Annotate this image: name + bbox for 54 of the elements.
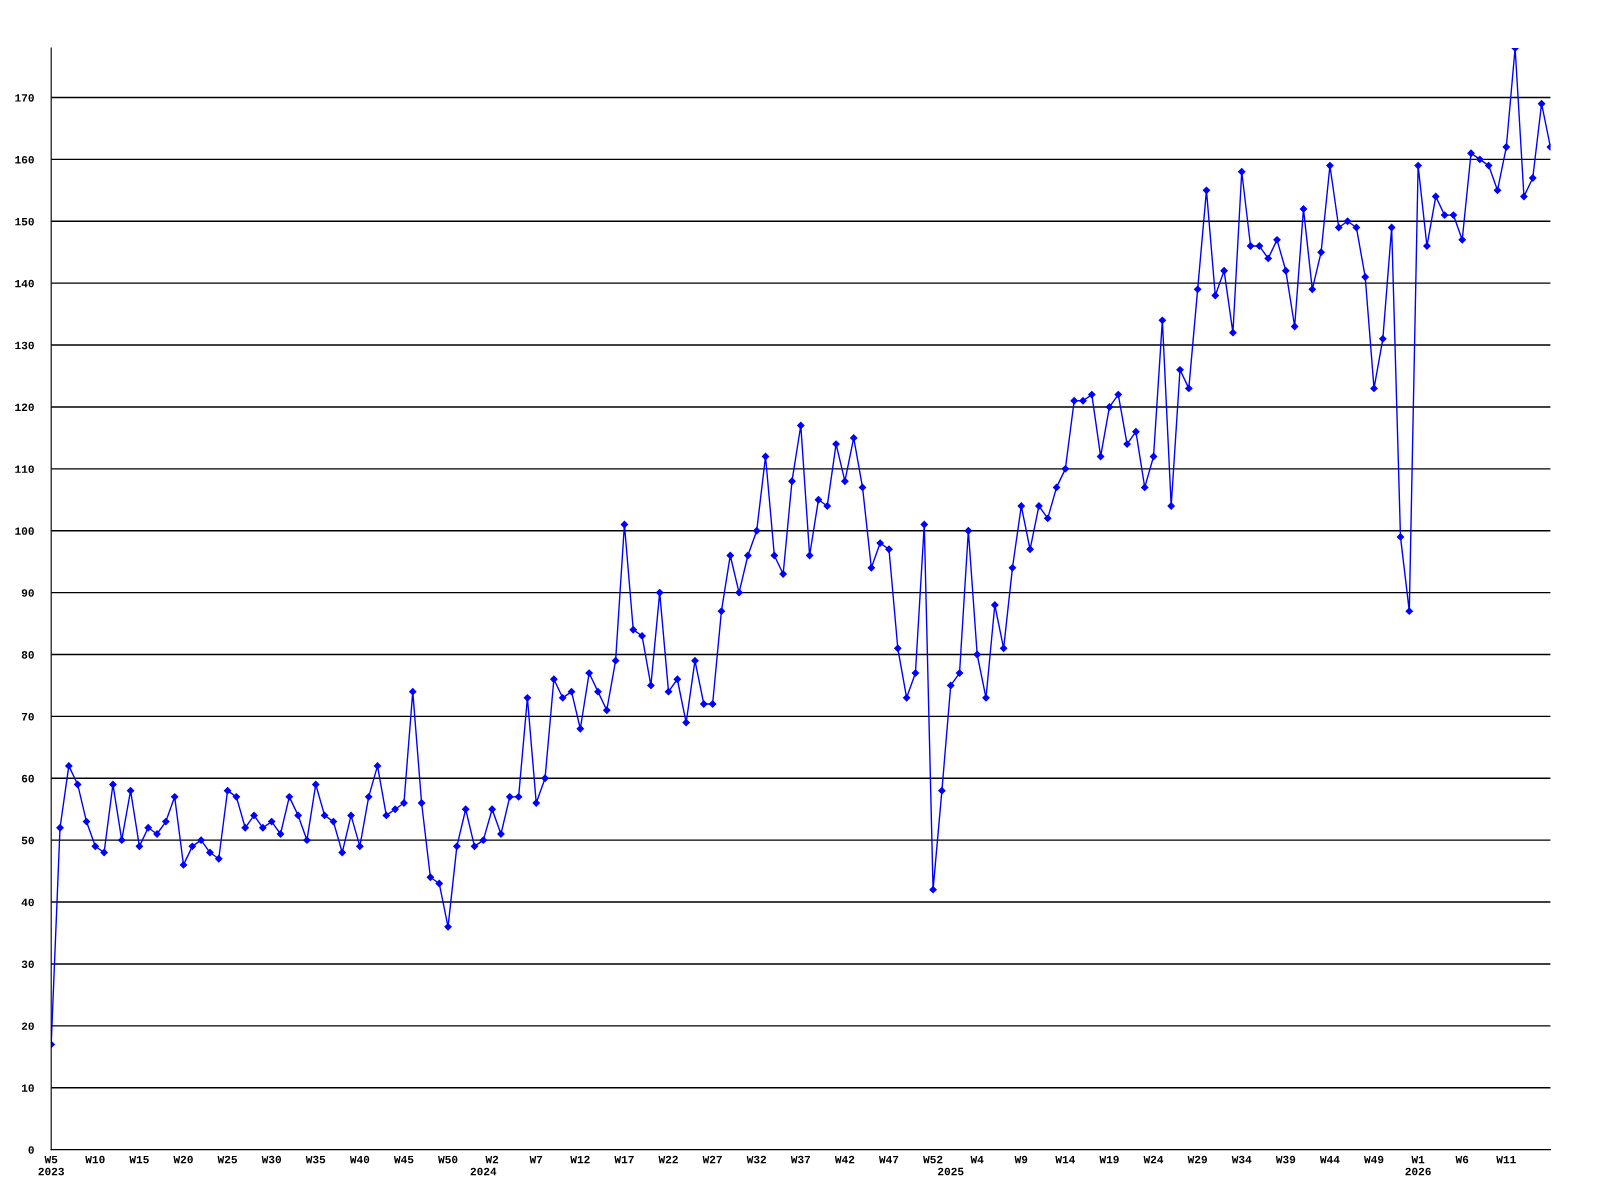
- x-tick-label: W2: [485, 1155, 499, 1164]
- x-tick-label: W47: [878, 1155, 899, 1164]
- x-tick-label: W17: [614, 1155, 634, 1164]
- x-tick-label: W30: [261, 1155, 282, 1164]
- x-tick-label: 2025: [938, 1167, 964, 1176]
- x-tick-label: W11: [1496, 1155, 1516, 1164]
- y-tick-label: 70: [21, 712, 34, 721]
- x-tick-label: W45: [393, 1155, 414, 1164]
- y-tick-label: 100: [15, 527, 34, 535]
- x-tick-label: W7: [529, 1155, 543, 1164]
- y-tick-label: 140: [15, 279, 34, 288]
- y-tick-label: 0: [28, 1146, 34, 1154]
- x-tick-label: W27: [702, 1155, 722, 1164]
- x-tick-label: W42: [834, 1155, 855, 1164]
- y-tick-label: 110: [15, 465, 34, 473]
- x-tick-label: W52: [923, 1155, 943, 1164]
- y-tick-label: 170: [15, 94, 34, 102]
- y-tick-label: 40: [21, 898, 34, 907]
- y-tick-label: 120: [15, 403, 34, 412]
- x-tick-label: W32: [746, 1155, 767, 1164]
- x-tick-label: W24: [1143, 1155, 1164, 1164]
- x-tick-label: W37: [790, 1155, 811, 1164]
- y-tick-label: 160: [15, 155, 34, 164]
- y-tick-label: 90: [21, 589, 34, 597]
- x-tick-label: W35: [305, 1155, 326, 1164]
- x-tick-label: W12: [570, 1155, 590, 1164]
- x-tick-label: W5 2023: [38, 1155, 64, 1176]
- x-tick-label: W9: [1014, 1155, 1028, 1164]
- x-tick-label: W44: [1319, 1155, 1340, 1164]
- x-tick-label: W29: [1187, 1155, 1207, 1164]
- x-tick-label: W20: [173, 1155, 193, 1164]
- y-tick-label: 20: [21, 1022, 34, 1030]
- y-tick-label: 80: [21, 651, 34, 659]
- x-tick-label: W15: [129, 1155, 149, 1164]
- x-tick-label: W39: [1275, 1155, 1296, 1164]
- x-tick-label: W1 2026: [1405, 1155, 1431, 1176]
- y-tick-label: 130: [15, 341, 34, 350]
- y-tick-label: 10: [21, 1084, 34, 1092]
- x-tick-label: W4: [970, 1155, 984, 1164]
- x-tick-label: W49: [1364, 1155, 1384, 1164]
- x-tick-label: W22: [658, 1155, 678, 1164]
- x-tick-label: W25: [217, 1155, 237, 1164]
- x-tick-label: W19: [1099, 1155, 1119, 1164]
- y-tick-label: 150: [15, 217, 34, 226]
- x-tick-label: W14: [1055, 1155, 1076, 1164]
- y-tick-label: 60: [21, 774, 34, 783]
- x-tick-label: W40: [349, 1155, 370, 1164]
- x-tick-label: W34: [1231, 1155, 1252, 1164]
- x-tick-label: 2024: [470, 1167, 497, 1176]
- x-tick-label: W50: [438, 1155, 458, 1164]
- x-tick-label: W6: [1455, 1155, 1469, 1164]
- y-tick-label: 50: [21, 836, 34, 845]
- y-tick-label: 30: [21, 960, 34, 969]
- x-tick-label: W10: [85, 1155, 105, 1164]
